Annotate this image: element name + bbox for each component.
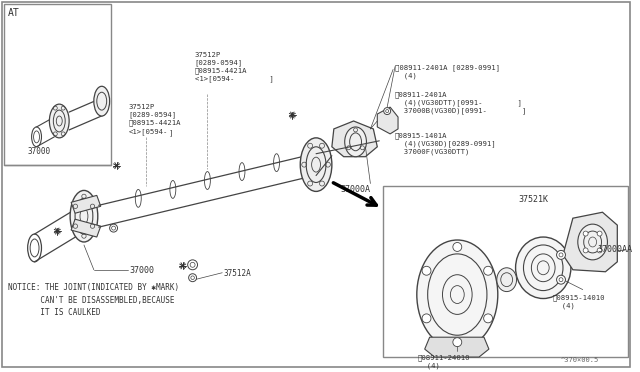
Bar [4,4,111,165]
Polygon shape [71,195,100,213]
Circle shape [422,266,431,275]
Text: AT: AT [8,8,20,18]
Circle shape [453,338,461,347]
Ellipse shape [578,224,607,260]
Polygon shape [332,121,378,157]
Circle shape [557,275,566,284]
Circle shape [56,230,58,232]
Circle shape [557,250,566,259]
Ellipse shape [417,240,498,349]
Circle shape [583,231,588,236]
Circle shape [291,114,293,116]
Ellipse shape [497,268,516,292]
Text: 37000AA: 37000AA [598,245,632,254]
Text: 37000A: 37000A [340,186,371,195]
Text: ^370×00.5: ^370×00.5 [561,357,599,363]
Text: 37512P
[0289-0594]
ⓜ08915-4421A
<1>[0594-: 37512P [0289-0594] ⓜ08915-4421A <1>[0594… [129,104,181,135]
Circle shape [453,243,461,251]
Circle shape [422,314,431,323]
Ellipse shape [345,127,367,157]
Text: 37512A: 37512A [223,269,251,278]
Text: ⓜ08915-1401A
  (4)(VG30D)[0289-0991]
  37000F(VG30DTT): ⓜ08915-1401A (4)(VG30D)[0289-0991] 37000… [395,132,496,155]
Circle shape [189,274,196,282]
Circle shape [484,266,493,275]
Polygon shape [563,212,618,272]
Ellipse shape [516,237,571,298]
Text: 37000: 37000 [28,147,51,156]
Ellipse shape [94,86,109,116]
Text: NOTICE: THE JOINT(INDICATED BY ✱MARK): NOTICE: THE JOINT(INDICATED BY ✱MARK) [8,283,179,292]
Polygon shape [71,219,100,237]
Text: ⓝ08911-2401A [0289-0991]
  (4): ⓝ08911-2401A [0289-0991] (4) [395,64,500,79]
Text: ⓜ08915-14010
  (4): ⓜ08915-14010 (4) [553,295,605,309]
Ellipse shape [300,138,332,192]
Text: IT IS CAULKED: IT IS CAULKED [8,308,100,317]
Bar [383,186,628,357]
Text: ⓝ08911-2401A
  (4)(VG30DTT)[0991-        ]
  37000B(VG30D)[0991-        ]: ⓝ08911-2401A (4)(VG30DTT)[0991- ] 37000B… [395,91,526,114]
Circle shape [484,314,493,323]
Text: ⓝ08911-24010
  (4): ⓝ08911-24010 (4) [418,354,470,369]
Ellipse shape [49,104,69,138]
Polygon shape [425,337,489,357]
Circle shape [597,248,602,253]
Circle shape [597,231,602,236]
Text: ]: ] [169,129,173,136]
Polygon shape [378,107,398,134]
Text: 37000: 37000 [129,266,154,275]
Circle shape [116,165,118,167]
Circle shape [182,265,184,267]
Circle shape [583,248,588,253]
Ellipse shape [70,190,98,242]
Circle shape [384,108,390,115]
Circle shape [109,224,118,232]
Circle shape [188,260,198,270]
Text: 37512P
[0289-0594]
ⓜ08915-4421A
<1>[0594-        ]: 37512P [0289-0594] ⓜ08915-4421A <1>[0594… [195,52,273,82]
Text: CAN'T BE DISASSEMBLED,BECAUSE: CAN'T BE DISASSEMBLED,BECAUSE [8,295,175,305]
Ellipse shape [28,234,42,262]
Text: 37521K: 37521K [518,195,548,204]
